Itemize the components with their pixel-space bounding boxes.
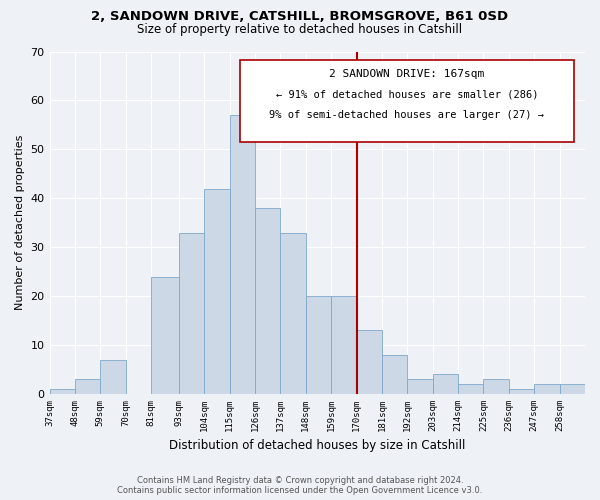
Text: 2 SANDOWN DRIVE: 167sqm: 2 SANDOWN DRIVE: 167sqm bbox=[329, 68, 485, 78]
Bar bbox=[306, 296, 331, 394]
Bar bbox=[100, 360, 126, 394]
Bar bbox=[179, 232, 204, 394]
Text: 2, SANDOWN DRIVE, CATSHILL, BROMSGROVE, B61 0SD: 2, SANDOWN DRIVE, CATSHILL, BROMSGROVE, … bbox=[91, 10, 509, 23]
Text: Contains HM Land Registry data © Crown copyright and database right 2024.
Contai: Contains HM Land Registry data © Crown c… bbox=[118, 476, 482, 495]
Bar bbox=[75, 380, 100, 394]
Bar bbox=[484, 380, 509, 394]
Bar bbox=[560, 384, 585, 394]
Bar bbox=[433, 374, 458, 394]
Bar bbox=[230, 115, 255, 394]
Bar bbox=[458, 384, 484, 394]
X-axis label: Distribution of detached houses by size in Catshill: Distribution of detached houses by size … bbox=[169, 440, 466, 452]
Y-axis label: Number of detached properties: Number of detached properties bbox=[15, 135, 25, 310]
Bar bbox=[280, 232, 306, 394]
Bar bbox=[407, 380, 433, 394]
Bar bbox=[534, 384, 560, 394]
Bar bbox=[382, 355, 407, 394]
Bar bbox=[151, 276, 179, 394]
Text: 9% of semi-detached houses are larger (27) →: 9% of semi-detached houses are larger (2… bbox=[269, 110, 544, 120]
Bar bbox=[331, 296, 356, 394]
Bar bbox=[255, 208, 280, 394]
Text: ← 91% of detached houses are smaller (286): ← 91% of detached houses are smaller (28… bbox=[276, 89, 538, 99]
Text: Size of property relative to detached houses in Catshill: Size of property relative to detached ho… bbox=[137, 22, 463, 36]
FancyBboxPatch shape bbox=[239, 60, 574, 142]
Bar bbox=[50, 389, 75, 394]
Bar bbox=[356, 330, 382, 394]
Bar bbox=[509, 389, 534, 394]
Bar bbox=[204, 188, 230, 394]
